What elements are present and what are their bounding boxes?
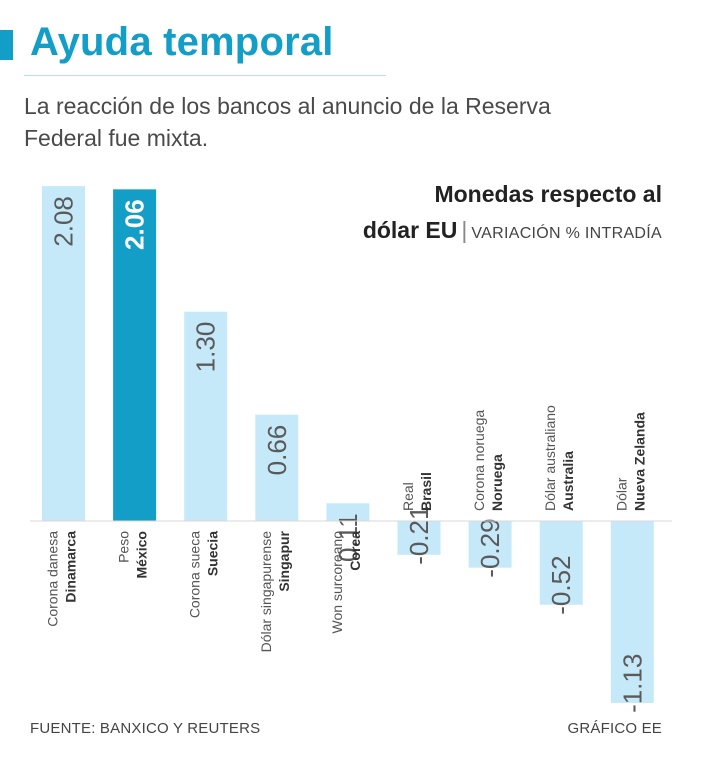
category-currency-corea: Won surcoreano — [329, 531, 345, 634]
value-label-nueva-zelanda: -1.13 — [617, 654, 647, 713]
category-country-dinamarca: Dinamarca — [63, 531, 79, 603]
value-label-singapur: 0.66 — [262, 425, 292, 476]
value-label-dinamarca: 2.08 — [49, 196, 79, 247]
value-label-suecia: 1.30 — [191, 322, 221, 373]
value-label-noruega: -0.29 — [475, 518, 505, 577]
category-currency-dinamarca: Corona danesa — [45, 531, 61, 627]
title-accent-bar — [0, 30, 13, 60]
category-country-singapur: Singapur — [276, 530, 292, 591]
category-currency-nueva-zelanda: Dólar — [613, 477, 629, 511]
category-currency-mexico: Peso — [116, 531, 132, 563]
bar-mexico — [113, 189, 157, 521]
category-country-brasil: Brasil — [418, 472, 434, 511]
category-currency-brasil: Real — [400, 482, 416, 511]
chart-title-line2: dólar EU — [362, 217, 458, 243]
bar-singapur — [255, 414, 299, 521]
category-country-mexico: México — [134, 531, 150, 578]
chart-heading: Monedas respecto al dólar EU | VARIACIÓN %… — [362, 181, 662, 243]
bar-brasil — [397, 521, 441, 555]
chart-title-line1: Monedas respecto al — [434, 181, 662, 207]
category-currency-australia: Dólar australiano — [542, 405, 558, 511]
page-subtitle: La reacción de los bancos al anuncio de … — [24, 93, 551, 151]
category-country-australia: Australia — [560, 451, 576, 511]
footer-source: FUENTE: BANXICO Y REUTERS — [30, 720, 261, 737]
chart-subtitle: VARIACIÓN % INTRADÍA — [471, 225, 662, 242]
category-country-nueva-zelanda: Nueva Zelanda — [631, 412, 647, 511]
footer-credit: GRÁFICO EE — [567, 720, 662, 737]
category-country-suecia: Suecia — [205, 531, 221, 576]
category-currency-noruega: Corona noruega — [471, 410, 487, 511]
category-currency-suecia: Corona sueca — [187, 531, 203, 618]
bar-australia — [539, 521, 583, 605]
page-title: Ayuda temporal — [30, 20, 334, 64]
value-label-australia: -0.52 — [546, 555, 576, 614]
bar-corea — [326, 503, 370, 521]
bar-noruega — [468, 521, 512, 568]
bar-nueva-zelanda — [610, 521, 654, 703]
category-country-corea: Corea — [347, 531, 363, 571]
bar-suecia — [184, 311, 228, 521]
title-underline — [24, 75, 386, 76]
value-label-mexico: 2.06 — [120, 199, 150, 250]
category-currency-singapur: Dólar singapurense — [258, 531, 274, 653]
category-country-noruega: Noruega — [489, 454, 505, 511]
bar-dinamarca — [42, 186, 85, 521]
value-label-brasil: -0.21 — [404, 506, 434, 565]
